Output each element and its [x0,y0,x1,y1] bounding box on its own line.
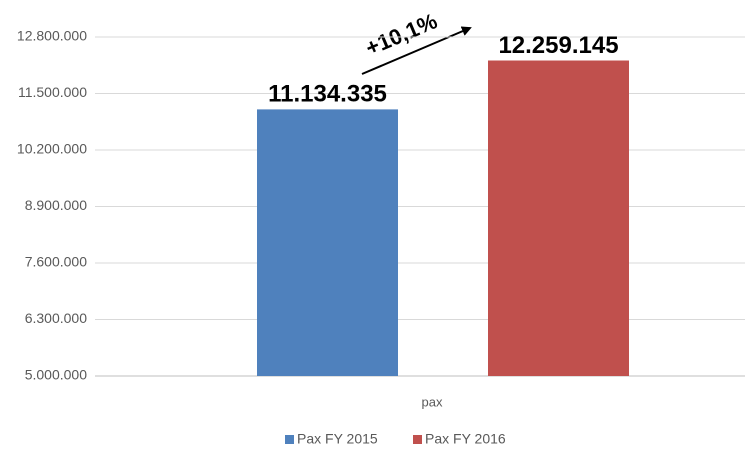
y-tick-label: 12.800.000 [17,28,87,44]
annotation: +10,1% [362,8,441,60]
legend-label: Pax FY 2015 [297,431,378,447]
value-label: 11.134.335 [268,81,387,108]
y-tick-label: 8.900.000 [25,197,87,213]
legend-swatch [285,435,294,444]
bar [488,60,629,377]
y-tick-label: 5.000.000 [25,367,87,383]
legend-label: Pax FY 2016 [425,431,506,447]
bar [257,109,398,376]
arrow [361,26,472,75]
y-tick-label: 10.200.000 [17,141,87,157]
y-tick-label: 11.500.000 [18,84,87,100]
legend-swatch [413,435,422,444]
x-tick-label: pax [422,394,443,409]
y-tick-label: 6.300.000 [25,310,87,326]
y-tick-label: 7.600.000 [25,254,87,270]
value-label: 12.259.145 [498,32,618,59]
